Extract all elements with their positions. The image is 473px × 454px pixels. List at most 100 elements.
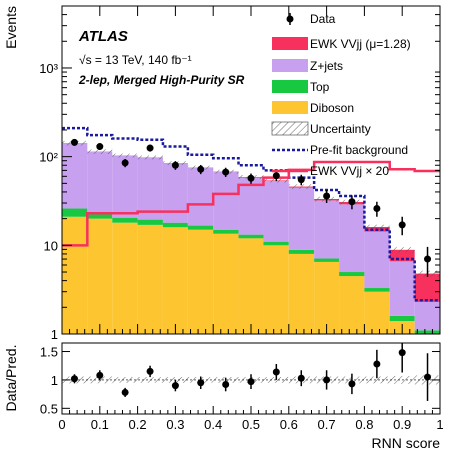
ratio-point-0 <box>70 375 78 383</box>
ratio-xtick-label-9: 0.9 <box>393 417 411 432</box>
ratio-ytick-label-1: 1 <box>51 373 58 388</box>
data-points <box>70 138 432 277</box>
ratio-point-3 <box>146 367 154 375</box>
stack-bar-1-8 <box>263 241 289 246</box>
legend-label-data: Data <box>310 12 336 26</box>
atlas-label: ATLAS <box>78 28 128 45</box>
stack-bar-1-14 <box>414 330 440 334</box>
stack-bar-0-12 <box>364 291 390 334</box>
stack-bar-0-3 <box>137 224 163 334</box>
data-point-12 <box>373 205 381 213</box>
stack-bar-0-0 <box>62 216 88 334</box>
stack-bar-1-3 <box>137 219 163 225</box>
uncertainty-bin-13 <box>389 247 415 253</box>
data-point-8 <box>272 172 280 180</box>
stack-bar-1-7 <box>238 234 264 239</box>
stack-bar-2-5 <box>187 167 214 226</box>
main-ytick-label-3: 10³ <box>39 61 58 76</box>
stack-bar-2-12 <box>364 231 390 289</box>
data-point-6 <box>222 168 230 176</box>
uncertainty-bin-12 <box>364 224 390 230</box>
region-label: 2-lep, Merged High-Purity SR <box>78 73 245 87</box>
legend-swatch-zjets <box>272 59 308 72</box>
data-point-13 <box>398 221 406 229</box>
ratio-xtick-label-7: 0.7 <box>318 417 336 432</box>
stack-bar-0-1 <box>87 218 113 334</box>
stack-bar-2-9 <box>288 187 315 250</box>
stack-bar-1-9 <box>288 249 315 254</box>
legend-label-prefit: Pre-fit background <box>310 143 408 157</box>
uncertainty-bin-1 <box>87 149 113 154</box>
ratio-x-axis-title: RNN score <box>372 435 441 451</box>
data-point-11 <box>348 198 356 206</box>
stack-bar-1-10 <box>314 258 340 262</box>
signal-x20-line <box>62 160 440 247</box>
stack-bar-2-10 <box>314 200 340 259</box>
atlas-label-block: ATLAS √s = 13 TeV, 140 fb⁻¹ 2-lep, Merge… <box>78 28 245 87</box>
stack-bar-1-12 <box>364 288 390 292</box>
ratio-xtick-label-5: 0.5 <box>242 417 260 432</box>
main-ytick-label-1: 10 <box>44 238 58 253</box>
ratio-point-1 <box>96 371 104 379</box>
ratio-xtick-label-4: 0.4 <box>204 417 222 432</box>
ratio-point-12 <box>373 360 381 368</box>
ratio-y-axis: 0.5 1 1.5 <box>40 345 440 416</box>
ratio-ytick-label-2: 1.5 <box>40 345 58 360</box>
ratio-point-9 <box>297 374 305 382</box>
legend-label-zjets: Z+jets <box>310 59 343 73</box>
stack-bar-1-5 <box>187 225 214 230</box>
stack-bar-2-14 <box>414 301 440 331</box>
legend-swatch-ewk-vvjj <box>272 37 308 50</box>
ratio-x-axis: 0 0.1 0.2 0.3 0.4 0.5 0.6 0.7 0.8 0.9 1 <box>58 6 444 432</box>
stack-bar-2-13 <box>389 261 415 316</box>
ratio-panel: 0.5 1 1.5 0 0.1 0.2 0.3 0.4 0.5 0.6 0.7 0.8 0.9 1 Da… <box>3 6 444 451</box>
ratio-y-axis-title: Data/Pred. <box>3 345 19 412</box>
stack-bar-2-1 <box>87 151 113 213</box>
stack-bar-1-4 <box>162 222 188 228</box>
ratio-point-13 <box>398 349 406 357</box>
ratio-point-2 <box>121 388 129 396</box>
uncertainty-bin-2 <box>112 153 138 158</box>
stack-bar-3-14 <box>414 273 440 302</box>
stack-bar-0-7 <box>238 238 264 334</box>
legend-swatch-top <box>272 80 308 93</box>
ratio-point-4 <box>171 382 179 390</box>
legend-item-top: Top <box>272 80 330 94</box>
data-point-4 <box>171 161 179 169</box>
data-point-0 <box>70 138 78 146</box>
ratio-point-6 <box>222 380 230 388</box>
main-y-axis: 1 10 10² 10³ <box>39 5 440 342</box>
stack-bar-0-6 <box>213 233 239 334</box>
stack-bar-1-0 <box>62 208 88 217</box>
legend-item-signal-x20: EWK VVjj × 20 <box>272 164 389 178</box>
data-point-3 <box>146 144 154 152</box>
stack-bar-0-11 <box>339 276 365 334</box>
ratio-xtick-label-6: 0.6 <box>280 417 298 432</box>
prefit-background-line <box>62 126 440 302</box>
stack-bar-2-11 <box>339 204 365 273</box>
stack-bar-0-10 <box>314 261 340 334</box>
uncertainty-bin-9 <box>288 184 315 189</box>
stack-bar-2-4 <box>162 163 188 223</box>
data-point-9 <box>297 176 305 184</box>
legend-swatch-diboson <box>272 101 308 114</box>
ratio-plot-area <box>62 343 440 401</box>
ratio-point-8 <box>272 368 280 376</box>
stack-bar-0-9 <box>288 253 315 334</box>
ratio-point-5 <box>197 379 205 387</box>
legend-data-marker <box>286 15 294 23</box>
ratio-xtick-label-10: 1 <box>436 417 443 432</box>
stack-bar-2-6 <box>213 172 239 230</box>
stack-bar-1-11 <box>339 272 365 277</box>
ratio-point-10 <box>323 376 331 384</box>
stack-bar-2-3 <box>137 157 163 220</box>
ratio-xtick-label-1: 0.1 <box>91 417 109 432</box>
main-panel: 1 10 10² 10³ Events ATLAS √s = 13 TeV, 140 … <box>3 5 441 342</box>
ratio-xtick-label-8: 0.8 <box>355 417 373 432</box>
data-point-1 <box>96 143 104 151</box>
ratio-uncertainty-bin-2 <box>112 377 138 383</box>
uncertainty-bin-3 <box>137 155 163 160</box>
main-ytick-label-2: 10² <box>39 150 58 165</box>
legend-item-data: Data <box>286 12 336 26</box>
